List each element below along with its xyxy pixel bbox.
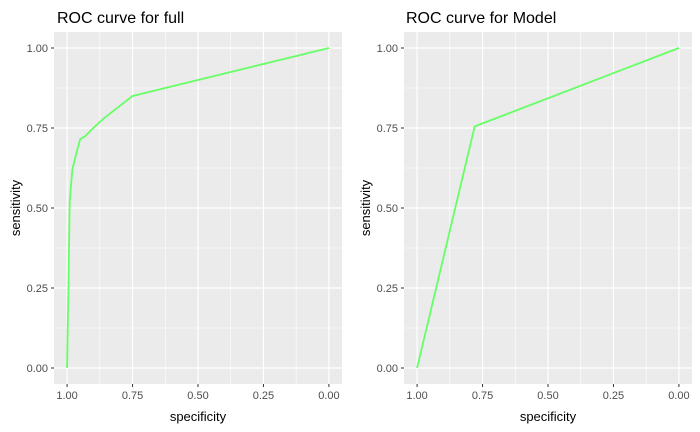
roc-chart-full: 1.00 0.75 0.50 0.25 0.00 0.00 0.25 0.50 0.75 1.00… [8, 10, 342, 424]
x-axis-title: specificity [520, 409, 577, 424]
y-tick-label: 0.75 [377, 123, 398, 135]
y-tick-label: 0.25 [377, 283, 398, 295]
y-tick-label: 0.75 [27, 123, 48, 135]
x-tick-label: 0.50 [537, 390, 558, 402]
y-tick-label: 1.00 [377, 43, 398, 55]
x-tick-label: 1.00 [406, 390, 427, 402]
x-tick-label: 0.75 [472, 390, 493, 402]
x-tick-label: 0.00 [668, 390, 689, 402]
y-tick-label: 1.00 [27, 43, 48, 55]
y-axis-title: sensitivity [8, 179, 23, 236]
x-tick-label: 0.75 [122, 390, 143, 402]
x-tick-label: 1.00 [56, 390, 77, 402]
y-tick-label: 0.00 [27, 363, 48, 375]
y-tick-label: 0.50 [27, 203, 48, 215]
x-tick-label: 0.00 [318, 390, 339, 402]
x-axis-title: specificity [170, 409, 227, 424]
y-tick-label: 0.50 [377, 203, 398, 215]
roc-series-line [66, 47, 330, 369]
x-tick-label: 0.50 [187, 390, 208, 402]
roc-chart-model: 1.00 0.75 0.50 0.25 0.00 0.00 0.25 0.50 0.75 1.00… [358, 10, 692, 424]
chart-title: ROC curve for full [57, 10, 184, 27]
x-tick-label: 0.25 [603, 390, 624, 402]
y-tick-label: 0.00 [377, 363, 398, 375]
y-axis-title: sensitivity [358, 179, 373, 236]
chart-title: ROC curve for Model [406, 10, 556, 27]
x-tick-label: 0.25 [253, 390, 274, 402]
y-tick-label: 0.25 [27, 283, 48, 295]
roc-series-line [416, 47, 680, 369]
